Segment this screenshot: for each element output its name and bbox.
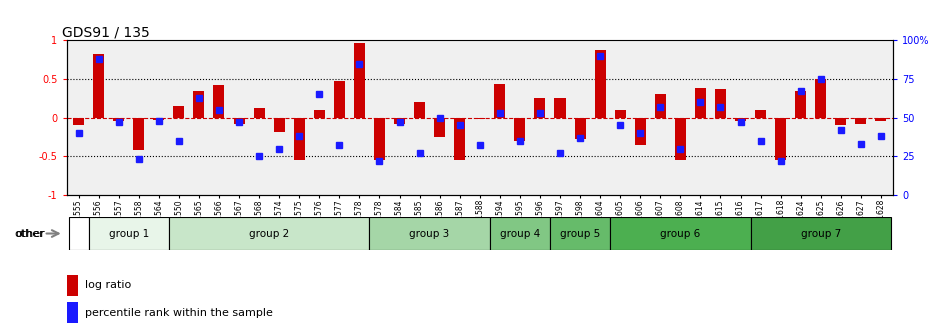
Bar — [795, 91, 807, 118]
Bar — [374, 118, 385, 160]
Bar — [274, 118, 285, 131]
Bar — [414, 102, 425, 118]
Text: group 3: group 3 — [409, 228, 449, 239]
Bar — [674, 118, 686, 160]
Bar — [234, 118, 244, 124]
Bar — [333, 81, 345, 118]
Bar — [775, 118, 787, 160]
Bar — [635, 118, 646, 145]
Text: group 4: group 4 — [500, 228, 540, 239]
Bar — [214, 85, 224, 118]
Bar — [615, 110, 626, 118]
Bar — [73, 118, 84, 125]
Bar — [66, 302, 78, 323]
Bar — [595, 50, 606, 118]
Bar — [370, 217, 490, 250]
Bar — [876, 118, 886, 122]
Bar — [550, 217, 610, 250]
Bar — [610, 217, 750, 250]
Bar — [113, 118, 124, 122]
Bar — [394, 118, 405, 124]
Text: group 5: group 5 — [560, 228, 600, 239]
Bar — [194, 91, 204, 118]
Bar — [514, 118, 525, 141]
Bar — [655, 94, 666, 118]
Bar — [494, 84, 505, 118]
Text: group 7: group 7 — [801, 228, 841, 239]
Bar — [755, 110, 766, 118]
Bar — [353, 43, 365, 118]
Bar — [490, 217, 550, 250]
Bar — [555, 97, 565, 118]
Bar — [855, 118, 866, 124]
Text: percentile rank within the sample: percentile rank within the sample — [85, 308, 273, 318]
Bar — [454, 118, 466, 160]
Bar — [474, 118, 485, 119]
Bar — [575, 118, 585, 139]
Bar — [735, 118, 746, 122]
Text: log ratio: log ratio — [85, 281, 131, 290]
Text: group 1: group 1 — [108, 228, 149, 239]
Bar — [694, 88, 706, 118]
Bar — [314, 110, 325, 118]
Bar — [133, 118, 144, 150]
Bar — [750, 217, 891, 250]
Bar — [715, 89, 726, 118]
Bar — [93, 54, 104, 118]
Bar — [66, 275, 78, 296]
Bar — [535, 97, 545, 118]
Bar — [254, 108, 265, 118]
Text: group 6: group 6 — [660, 228, 700, 239]
Bar — [815, 79, 826, 118]
Bar — [153, 118, 164, 120]
Bar — [88, 217, 169, 250]
Bar — [169, 217, 370, 250]
Text: other: other — [14, 228, 44, 239]
Text: GDS91 / 135: GDS91 / 135 — [63, 25, 150, 39]
Bar — [434, 118, 446, 137]
Text: group 2: group 2 — [249, 228, 289, 239]
Bar — [68, 217, 88, 250]
Bar — [835, 118, 846, 125]
Bar — [173, 106, 184, 118]
Bar — [294, 118, 305, 160]
Text: other: other — [15, 228, 45, 239]
